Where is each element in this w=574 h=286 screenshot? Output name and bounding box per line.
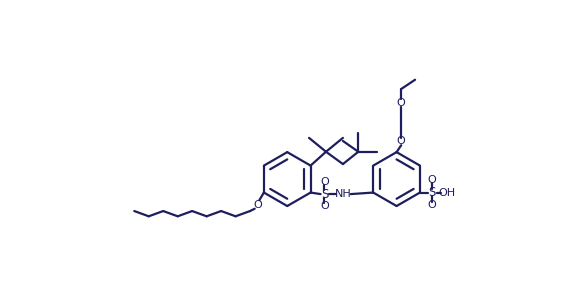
- Text: O: O: [397, 98, 406, 108]
- Text: O: O: [428, 175, 437, 185]
- Text: O: O: [428, 200, 437, 210]
- Text: S: S: [429, 186, 436, 199]
- Text: O: O: [320, 201, 329, 211]
- Text: OH: OH: [439, 188, 455, 198]
- Text: NH: NH: [335, 189, 351, 199]
- Text: O: O: [397, 136, 406, 146]
- Text: O: O: [253, 200, 262, 210]
- Text: O: O: [320, 177, 329, 187]
- Text: S: S: [321, 188, 328, 200]
